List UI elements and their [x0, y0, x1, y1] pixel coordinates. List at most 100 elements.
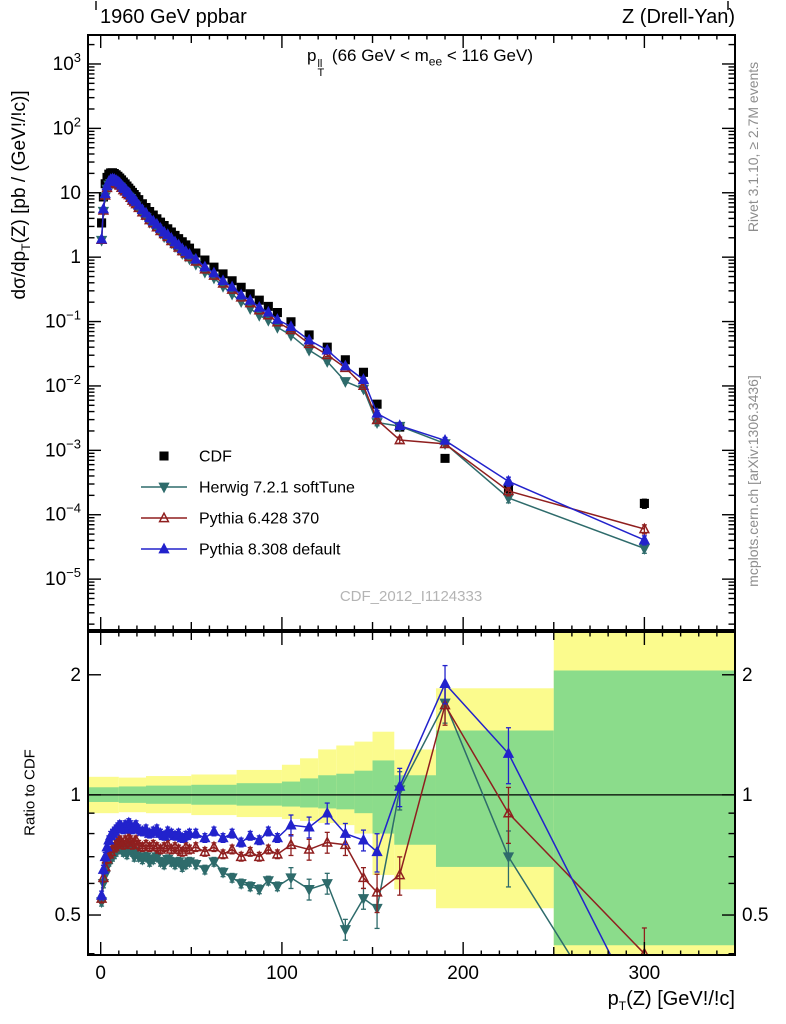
- y-tick-label: 10−1: [45, 308, 81, 333]
- x-axis-title-pre: p: [607, 988, 619, 1010]
- marker: [439, 677, 451, 689]
- marker: [199, 260, 211, 272]
- x-tick-label: 100: [266, 963, 298, 984]
- y-axis-title: dσ/dpT(Z) [pb / (GeV!/!c)]: [9, 0, 33, 395]
- marker: [640, 1017, 649, 1024]
- marker: [339, 925, 351, 936]
- marker: [162, 838, 174, 850]
- ratio-frame: [87, 631, 736, 956]
- ratio-tick-label-right: 1: [742, 785, 753, 806]
- ratio-tick-label-right: 0.5: [742, 905, 768, 926]
- marker: [99, 187, 111, 199]
- legend-marker: [158, 482, 170, 494]
- marker: [95, 888, 108, 900]
- marker: [199, 831, 211, 843]
- marker: [271, 313, 284, 324]
- legend-marker: [159, 451, 169, 461]
- green-band-segment: [318, 775, 337, 809]
- ratio-tick-label-left: 2: [70, 665, 81, 686]
- marker: [208, 857, 220, 869]
- marker: [244, 829, 256, 841]
- y-tick-label: 10−5: [45, 565, 81, 590]
- marker: [235, 288, 247, 300]
- marker: [190, 859, 202, 871]
- ratio-series: [95, 664, 649, 1024]
- marker: [357, 833, 370, 845]
- marker: [97, 218, 107, 228]
- cdf-data-points: [97, 168, 649, 509]
- marker: [394, 433, 406, 445]
- x-axis-title-sub: T: [618, 999, 627, 1013]
- title-subscript: T: [317, 67, 325, 79]
- marker: [303, 345, 315, 357]
- marker: [253, 850, 265, 862]
- marker: [357, 894, 370, 905]
- marker: [226, 827, 238, 838]
- marker: [502, 747, 515, 758]
- title-mee-subscript: ee: [428, 54, 443, 69]
- analysis-id-watermark: CDF_2012_I1124333: [339, 588, 483, 605]
- marker: [303, 820, 315, 832]
- marker: [638, 533, 651, 545]
- marker: [357, 871, 370, 883]
- marker: [262, 843, 274, 854]
- green-band-segment: [281, 781, 301, 807]
- marker: [244, 845, 256, 857]
- marker: [262, 825, 274, 836]
- marker: [321, 836, 333, 847]
- marker: [97, 871, 110, 883]
- marker: [183, 247, 196, 259]
- marker: [321, 879, 333, 890]
- ratio-tick-label-left: 0.5: [55, 905, 81, 926]
- green-band-segment: [354, 770, 373, 814]
- marker: [285, 873, 297, 885]
- rivet-version-label: Rivet 3.1.10, ≥ 2.7M events: [745, 61, 761, 233]
- marker: [394, 780, 406, 791]
- marker: [371, 407, 383, 418]
- marker: [200, 255, 210, 265]
- marker: [208, 266, 220, 278]
- marker: [190, 840, 202, 852]
- marker: [440, 453, 450, 463]
- marker: [271, 322, 284, 334]
- marker: [357, 373, 370, 384]
- ratio-axis-title: Ratio to CDF: [21, 749, 39, 836]
- title-pt-symbol: p: [306, 46, 317, 65]
- marker: [97, 863, 110, 874]
- legend-label: Herwig 7.2.1 softTune: [199, 480, 355, 497]
- marker: [99, 850, 111, 862]
- marker: [101, 840, 113, 852]
- green-band-segment: [336, 773, 355, 810]
- y-tick-label: 1: [70, 247, 81, 268]
- marker: [190, 827, 202, 838]
- x-tick-label: 300: [629, 963, 661, 984]
- marker: [158, 840, 170, 852]
- marker: [502, 852, 515, 864]
- marker: [303, 884, 315, 896]
- title-mass-cut-left: (66 GeV < m: [327, 46, 429, 65]
- x-axis-title-post: (Z) [GeV!/!c]: [626, 988, 735, 1010]
- marker: [339, 377, 351, 388]
- marker: [638, 544, 651, 555]
- marker: [321, 343, 333, 355]
- x-tick-label: 200: [447, 963, 479, 984]
- marker: [285, 320, 297, 332]
- marker: [640, 947, 649, 955]
- marker: [638, 522, 651, 534]
- y-axis-title-post: (Z) [pb / (GeV!/!c)]: [9, 90, 31, 244]
- marker: [639, 498, 649, 508]
- green-band-segment: [372, 760, 395, 834]
- marker: [339, 827, 351, 838]
- marker: [358, 367, 369, 377]
- marker: [339, 359, 351, 371]
- legend-item-3: Pythia 8.308 default: [141, 542, 341, 559]
- marker: [285, 818, 297, 830]
- title-mass-cut-right: < 116 GeV): [442, 46, 534, 65]
- marker: [303, 333, 315, 345]
- marker: [285, 838, 297, 850]
- marker: [321, 806, 333, 818]
- y-axis-title-pre: dσ/dp: [9, 250, 31, 300]
- main-curve-2: [95, 175, 651, 535]
